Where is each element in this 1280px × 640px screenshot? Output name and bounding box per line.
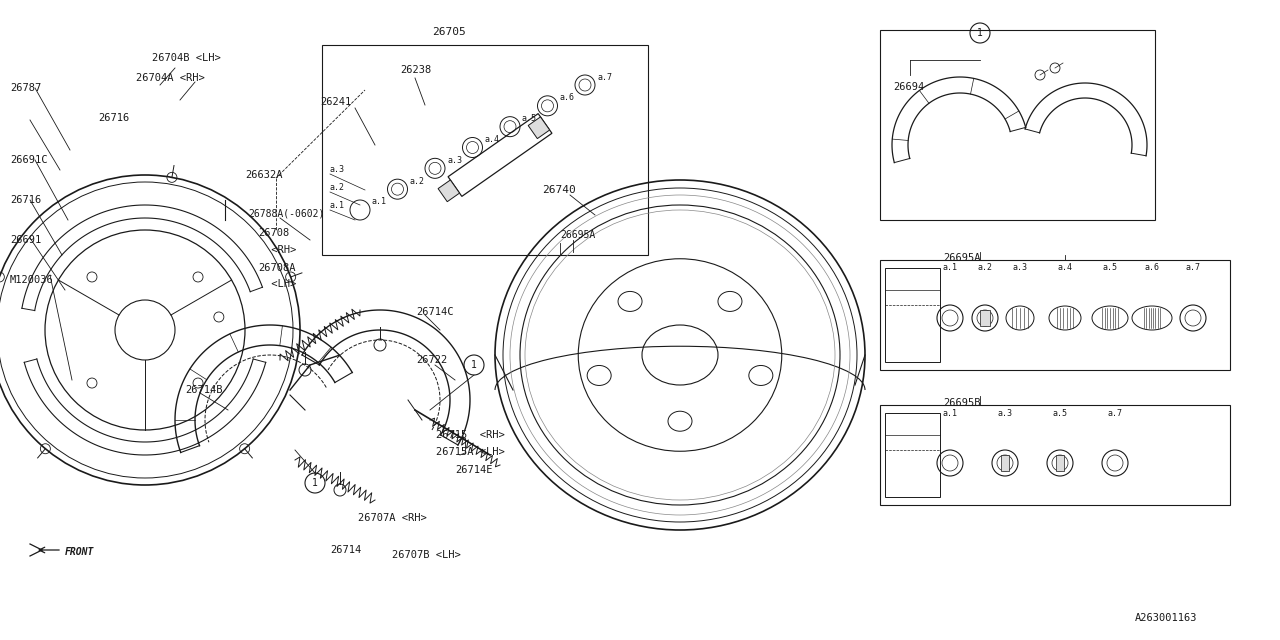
Text: 1: 1 <box>977 28 983 38</box>
Text: a.7: a.7 <box>1107 408 1123 417</box>
Bar <box>881 405 1230 505</box>
Text: a.2: a.2 <box>410 177 425 186</box>
Text: a.2: a.2 <box>330 182 346 191</box>
FancyBboxPatch shape <box>448 114 552 196</box>
FancyBboxPatch shape <box>438 180 460 202</box>
FancyBboxPatch shape <box>529 117 549 139</box>
Text: 26695A: 26695A <box>943 253 980 263</box>
Text: a.5: a.5 <box>1052 408 1068 417</box>
Text: 26691: 26691 <box>10 235 41 245</box>
Text: 26716: 26716 <box>99 113 129 123</box>
Text: 26788A(-0602): 26788A(-0602) <box>248 208 324 218</box>
Text: 26714E: 26714E <box>454 465 493 475</box>
Bar <box>1056 455 1064 471</box>
Text: a.5: a.5 <box>1102 264 1117 273</box>
Text: 26714B: 26714B <box>186 385 223 395</box>
Text: a.1: a.1 <box>330 200 346 209</box>
Text: 26707A <RH>: 26707A <RH> <box>358 513 426 523</box>
Bar <box>884 268 940 362</box>
Text: a.5: a.5 <box>522 114 538 123</box>
Text: a.3: a.3 <box>330 164 346 173</box>
Text: a.3: a.3 <box>1012 264 1028 273</box>
Text: 26716: 26716 <box>10 195 41 205</box>
Text: a.1: a.1 <box>372 198 387 207</box>
Text: 26714: 26714 <box>330 545 361 555</box>
Text: M120036: M120036 <box>10 275 54 285</box>
Text: 26694: 26694 <box>893 82 924 92</box>
Text: 26740: 26740 <box>541 185 576 195</box>
Text: 26707B <LH>: 26707B <LH> <box>392 550 461 560</box>
Text: 26695B: 26695B <box>943 398 980 408</box>
Text: 26695A: 26695A <box>561 230 595 240</box>
Text: a.4: a.4 <box>485 135 499 144</box>
Text: 26704A <RH>: 26704A <RH> <box>136 73 205 83</box>
Text: 26715  <RH>: 26715 <RH> <box>436 430 504 440</box>
Text: a.2: a.2 <box>978 264 992 273</box>
Text: a.1: a.1 <box>942 264 957 273</box>
Text: a.6: a.6 <box>1144 264 1160 273</box>
Text: a.3: a.3 <box>447 156 462 165</box>
Text: 1: 1 <box>312 478 317 488</box>
Text: a.7: a.7 <box>1185 264 1201 273</box>
Bar <box>884 413 940 497</box>
Text: 26714C: 26714C <box>416 307 453 317</box>
Text: 26708: 26708 <box>259 228 289 238</box>
Text: a.6: a.6 <box>559 93 575 102</box>
Text: a.3: a.3 <box>997 408 1012 417</box>
Bar <box>881 30 1155 220</box>
Bar <box>323 45 648 255</box>
Bar <box>881 260 1230 370</box>
Text: 26238: 26238 <box>399 65 431 75</box>
Text: <RH>: <RH> <box>265 245 296 255</box>
Text: 26722: 26722 <box>416 355 447 365</box>
Text: <LH>: <LH> <box>265 279 296 289</box>
Text: 26787: 26787 <box>10 83 41 93</box>
Bar <box>980 310 989 326</box>
Text: A263001163: A263001163 <box>1135 613 1198 623</box>
Text: a.1: a.1 <box>942 408 957 417</box>
Text: a.7: a.7 <box>596 72 612 81</box>
Text: 1: 1 <box>471 360 477 370</box>
Text: 26632A: 26632A <box>244 170 283 180</box>
Text: 26704B <LH>: 26704B <LH> <box>152 53 220 63</box>
Text: 26241: 26241 <box>320 97 351 107</box>
Text: 26708A: 26708A <box>259 263 296 273</box>
Bar <box>1001 455 1009 471</box>
Text: 26715A <LH>: 26715A <LH> <box>436 447 504 457</box>
Text: a.4: a.4 <box>1057 264 1073 273</box>
Text: FRONT: FRONT <box>65 547 95 557</box>
Text: 26691C: 26691C <box>10 155 47 165</box>
Text: 26705: 26705 <box>433 27 466 37</box>
